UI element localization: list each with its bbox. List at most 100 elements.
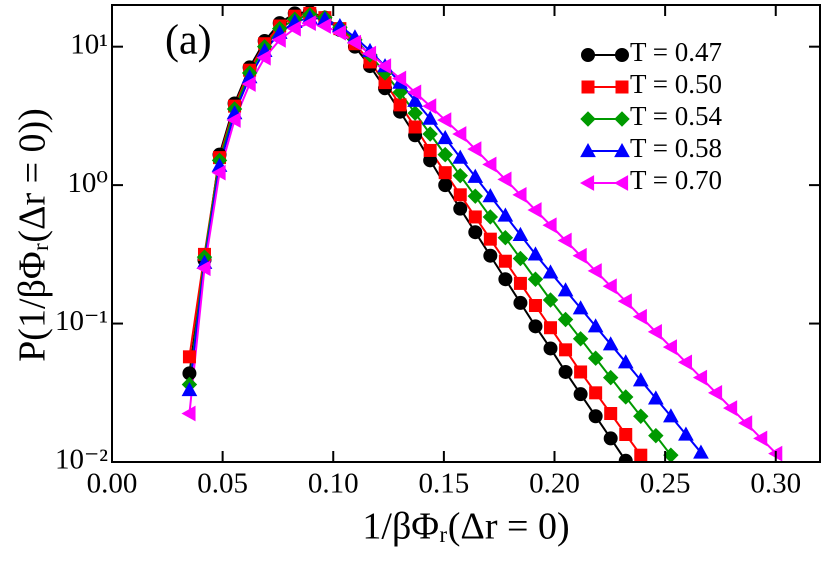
x-axis-label: 1/βΦᵣ(Δr = 0) (362, 506, 569, 548)
marker (256, 49, 271, 66)
marker (407, 84, 422, 101)
y-tick-label: 10¹ (70, 28, 108, 60)
marker (438, 166, 452, 180)
marker (603, 431, 618, 446)
x-tick-label: 0.10 (308, 468, 359, 500)
marker (196, 260, 211, 277)
marker (438, 178, 453, 193)
x-tick-label: 0.20 (529, 468, 580, 500)
marker (587, 350, 604, 366)
x-tick-label: 0.15 (419, 468, 470, 500)
marker (662, 339, 677, 355)
marker (572, 300, 589, 315)
marker (468, 210, 482, 224)
marker (497, 207, 514, 222)
marker (181, 382, 198, 397)
marker (452, 167, 468, 184)
marker (634, 448, 648, 462)
marker (580, 142, 596, 158)
marker (587, 263, 602, 279)
marker (483, 248, 498, 263)
marker (482, 156, 497, 173)
plot-frame (111, 4, 821, 463)
marker (513, 276, 527, 290)
marker (512, 250, 529, 267)
marker (614, 111, 630, 127)
marker (407, 92, 423, 107)
marker (632, 308, 647, 325)
marker (452, 126, 467, 142)
marker (376, 58, 392, 74)
marker (301, 15, 316, 31)
y-axis-label: P(1/βΦᵣ(Δr = 0)) (12, 108, 54, 362)
marker (286, 20, 301, 37)
marker (271, 32, 286, 48)
marker (437, 146, 453, 163)
marker (527, 246, 544, 261)
marker (392, 70, 407, 87)
marker (579, 175, 595, 191)
marker (647, 324, 662, 340)
marker (452, 149, 469, 164)
marker (602, 369, 619, 386)
marker (614, 142, 630, 158)
marker (663, 447, 679, 462)
x-tick-label: 0.05 (197, 468, 248, 500)
marker (604, 407, 618, 421)
series-line (188, 22, 777, 455)
marker (613, 175, 629, 191)
marker (542, 217, 557, 234)
marker (422, 110, 439, 125)
marker (557, 232, 572, 249)
marker (557, 282, 574, 297)
marker (361, 45, 377, 62)
x-tick-label: 0.25 (640, 468, 691, 500)
marker (528, 319, 543, 334)
marker (467, 168, 484, 183)
marker (572, 247, 587, 264)
legend-label: T = 0.58 (630, 133, 722, 163)
marker (422, 126, 438, 142)
marker (498, 272, 513, 287)
marker (483, 232, 497, 246)
legend-label: T = 0.54 (630, 101, 722, 131)
marker (602, 278, 617, 295)
marker (467, 141, 482, 157)
panel-label: (a) (165, 18, 212, 64)
marker (512, 226, 529, 241)
marker (632, 372, 649, 387)
marker (467, 188, 483, 204)
marker (558, 364, 573, 379)
marker (692, 369, 708, 386)
marker (580, 111, 596, 127)
marker (393, 98, 407, 112)
marker (407, 105, 423, 121)
marker (647, 390, 664, 405)
marker (602, 336, 619, 351)
marker (482, 188, 499, 203)
marker (512, 186, 527, 203)
x-tick-label: 0.00 (87, 468, 138, 500)
marker (211, 164, 226, 181)
legend-label: T = 0.50 (630, 69, 722, 99)
marker (633, 408, 649, 424)
marker (618, 453, 633, 462)
marker (615, 48, 629, 62)
marker (468, 225, 483, 240)
y-tick-label: 10⁻¹ (55, 305, 108, 337)
marker (707, 384, 723, 401)
marker (527, 271, 544, 287)
y-tick-label: 10⁰ (67, 167, 108, 199)
marker (453, 201, 468, 216)
marker (241, 76, 256, 92)
marker (331, 24, 346, 41)
marker (619, 427, 633, 441)
marker (408, 120, 422, 134)
marker (453, 188, 467, 202)
marker (572, 331, 589, 347)
marker (693, 444, 709, 459)
marker (542, 292, 559, 308)
marker (587, 318, 604, 333)
legend-label: T = 0.70 (630, 165, 722, 195)
